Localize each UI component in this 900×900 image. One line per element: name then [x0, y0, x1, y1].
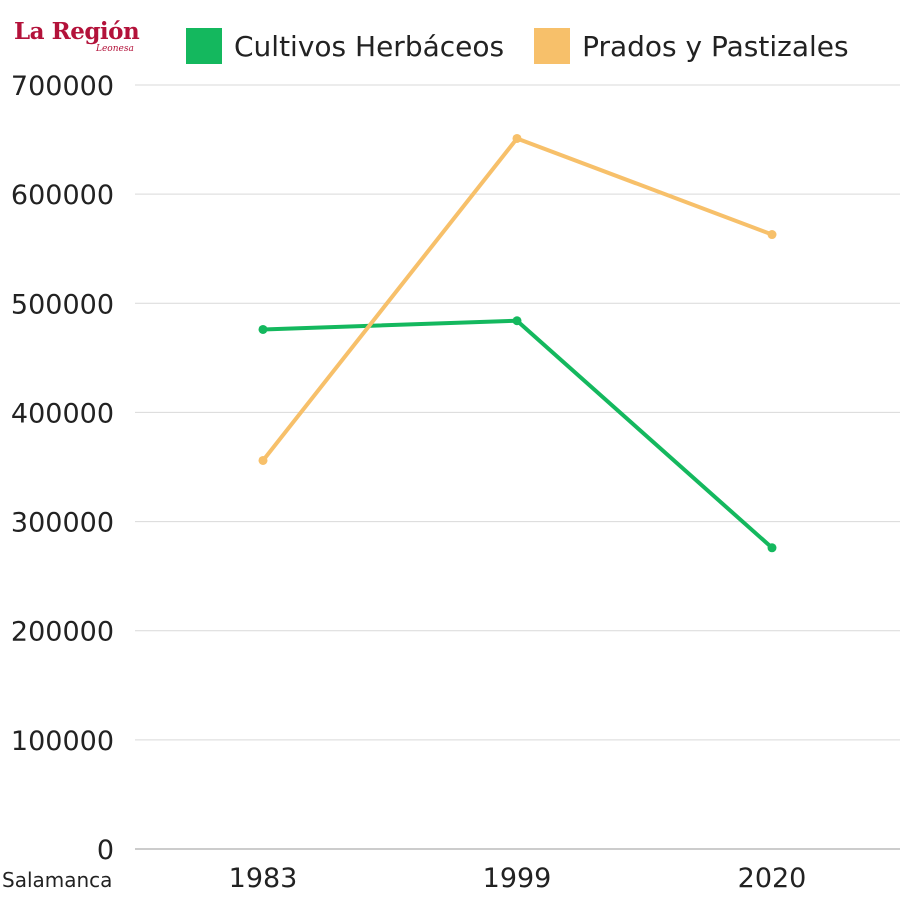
series-line-1	[261, 318, 774, 550]
y-tick-label: 200000	[11, 617, 114, 648]
x-tick-label: 1983	[229, 863, 298, 894]
y-tick-label: 300000	[11, 508, 114, 539]
legend-swatch-prados	[534, 28, 571, 64]
data-point-series-1	[258, 324, 268, 334]
data-point-series-1	[767, 543, 777, 553]
legend-item-cultivos: Cultivos Herbáceos	[186, 28, 504, 64]
brand-logo-subtext: Leonesa	[96, 44, 134, 54]
data-point-series-2	[512, 133, 522, 143]
x-tick-label: 1999	[483, 863, 552, 894]
legend-label-cultivos: Cultivos Herbáceos	[234, 29, 505, 63]
y-tick-label: 700000	[11, 71, 114, 102]
y-tick-label: 0	[97, 835, 114, 866]
brand-logo: La Región Leonesa	[14, 18, 144, 55]
legend-label-prados: Prados y Pastizales	[582, 29, 849, 63]
chart-legend: Cultivos Herbáceos Prados y Pastizales	[186, 28, 879, 64]
legend-item-prados: Prados y Pastizales	[534, 28, 849, 64]
data-point-series-2	[767, 230, 777, 240]
y-tick-label: 400000	[11, 398, 114, 429]
x-tick-label: 2020	[738, 863, 807, 894]
brand-logo-text: La Región	[14, 18, 140, 45]
y-tick-label: 600000	[11, 180, 114, 211]
data-point-series-2	[258, 455, 268, 465]
data-point-series-1	[512, 316, 522, 326]
x-axis-label: Salamanca	[2, 868, 112, 892]
legend-swatch-cultivos	[186, 28, 222, 64]
y-tick-label: 500000	[11, 289, 114, 320]
y-tick-label: 100000	[11, 726, 114, 757]
